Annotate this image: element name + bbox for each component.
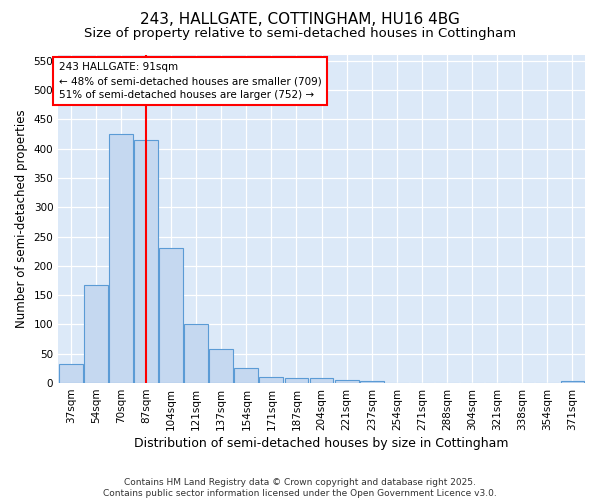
Bar [84,284,108,383]
Text: Contains HM Land Registry data © Crown copyright and database right 2025.
Contai: Contains HM Land Registry data © Crown c… [103,478,497,498]
Bar [335,380,359,383]
Bar [59,364,83,383]
Bar [109,134,133,383]
Bar [235,368,258,383]
Bar [209,349,233,383]
Bar [360,382,383,383]
Text: 243, HALLGATE, COTTINGHAM, HU16 4BG: 243, HALLGATE, COTTINGHAM, HU16 4BG [140,12,460,28]
Text: Size of property relative to semi-detached houses in Cottingham: Size of property relative to semi-detach… [84,28,516,40]
Text: 243 HALLGATE: 91sqm
← 48% of semi-detached houses are smaller (709)
51% of semi-: 243 HALLGATE: 91sqm ← 48% of semi-detach… [59,62,322,100]
Bar [134,140,158,383]
Y-axis label: Number of semi-detached properties: Number of semi-detached properties [15,110,28,328]
Bar [560,380,584,383]
Bar [159,248,183,383]
Bar [259,377,283,383]
X-axis label: Distribution of semi-detached houses by size in Cottingham: Distribution of semi-detached houses by … [134,437,509,450]
Bar [284,378,308,383]
Bar [184,324,208,383]
Bar [310,378,334,383]
